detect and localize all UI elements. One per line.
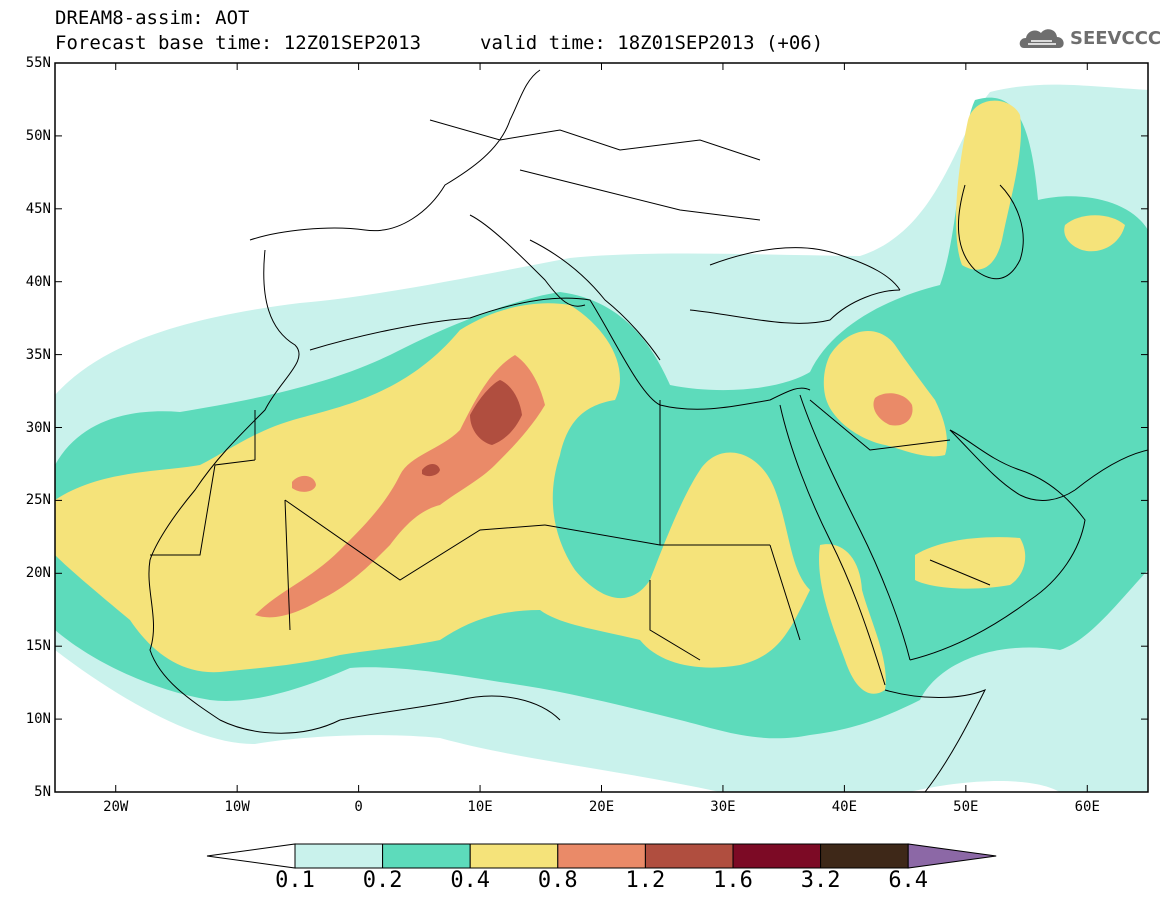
aot-band-0.4-arabia <box>915 537 1026 589</box>
lat-tick-label: 15N <box>25 638 51 655</box>
colorbar-label: 6.4 <box>888 868 929 893</box>
border-europe-1 <box>429 119 761 221</box>
lon-tick-label: 10W <box>224 799 250 815</box>
coastlines-borders <box>148 69 1148 792</box>
colorbar-label: 0.8 <box>537 868 578 893</box>
logo-text: SEEVCCC <box>1070 28 1162 49</box>
aot-band-0.4-caspian-east <box>1064 215 1125 252</box>
coastline-italy <box>469 214 586 307</box>
coastline-turkey <box>689 289 901 324</box>
colorbar-low-triangle <box>206 843 296 869</box>
coastline-redsea-w <box>779 404 886 686</box>
border-chad-sudan <box>649 544 801 661</box>
colorbar-label: 3.2 <box>800 868 841 893</box>
colorbar-box <box>820 843 909 869</box>
colorbar-label: 0.1 <box>275 868 315 893</box>
aot-band-0.8-spot <box>292 475 316 492</box>
coastline-caspian <box>957 184 1024 280</box>
colorbar <box>206 843 997 869</box>
colorbar-label: 1.6 <box>713 868 753 893</box>
lat-tick-label: 55N <box>25 55 51 71</box>
coastline-balkans <box>529 239 661 361</box>
lon-tick-label: 60E <box>1074 799 1100 815</box>
colorbar-box <box>644 843 734 869</box>
lat-tick-label: 25N <box>25 492 51 509</box>
colorbar-box <box>732 843 822 869</box>
lon-tick-label: 10E <box>467 799 493 815</box>
lon-tick-label: 20E <box>588 799 615 815</box>
lon-tick-label: 0 <box>354 799 363 815</box>
lon-tick-label: 20W <box>103 799 129 815</box>
colorbar-high-triangle <box>907 843 997 869</box>
coastline-blacksea <box>709 247 901 291</box>
colorbar-box <box>469 843 559 869</box>
colorbar-box <box>557 843 646 869</box>
lat-tick-label: 50N <box>25 127 51 144</box>
coastline-arabia <box>909 429 1086 661</box>
coastline-gulf-guinea <box>339 695 561 721</box>
coastline-persian-gulf <box>949 429 1076 501</box>
seevccc-logo: SEEVCCC <box>1018 24 1162 56</box>
coastline-west-africa <box>148 249 341 734</box>
valid-time: valid time: 18Z01SEP2013 (+06) <box>480 32 824 54</box>
colorbar-box <box>382 843 471 869</box>
aot-band-1.2-spot <box>422 464 440 477</box>
lat-tick-label: 5N <box>34 784 51 800</box>
lon-tick-label: 40E <box>831 799 858 815</box>
cloud-icon <box>1019 29 1064 48</box>
lat-tick-marks <box>55 62 1148 793</box>
colorbar-label: 0.4 <box>450 868 491 893</box>
lat-tick-label: 35N <box>25 346 51 363</box>
aot-band-0.8-iraq <box>873 393 913 426</box>
lon-tick-label: 30E <box>710 799 736 815</box>
border-saudi <box>809 399 991 586</box>
lat-tick-label: 40N <box>25 273 51 290</box>
lon-tick-label: 50E <box>953 799 979 815</box>
aot-band-0.4-redsea <box>819 544 886 694</box>
coastline-horn <box>884 689 987 792</box>
coastline-iran <box>1074 449 1148 491</box>
colorbar-box <box>294 843 384 869</box>
border-sahel <box>150 410 256 556</box>
lat-tick-label: 10N <box>25 711 51 728</box>
aot-band-0.4-caspian <box>956 100 1021 270</box>
lat-tick-label: 20N <box>25 565 51 582</box>
coastline-europe <box>249 69 541 241</box>
colorbar-label: 1.2 <box>625 868 666 893</box>
lon-tick-marks <box>115 63 1088 792</box>
forecast-base-time: Forecast base time: 12Z01SEP2013 <box>55 32 422 54</box>
border-sahara-2 <box>544 400 770 546</box>
lat-tick-label: 45N <box>25 200 51 217</box>
chart-title: DREAM8-assim: AOT <box>55 7 250 29</box>
aot-fields <box>55 84 1148 792</box>
colorbar-label: 0.2 <box>362 868 403 893</box>
aot-band-1.2 <box>470 380 522 445</box>
border-sahara-1 <box>284 499 546 631</box>
lat-tick-label: 30N <box>25 419 51 436</box>
coastline-redsea-e <box>799 394 911 661</box>
coastline-north-africa <box>309 297 811 410</box>
